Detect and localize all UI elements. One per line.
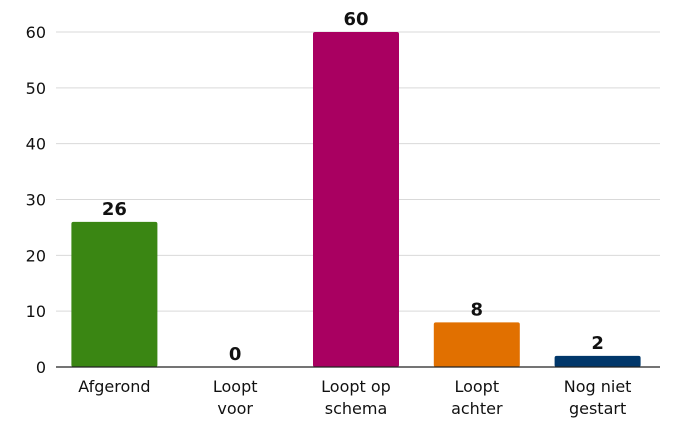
y-tick-label-10: 10 (26, 302, 46, 321)
data-label-3: 8 (471, 299, 484, 320)
category-label-1-line-1: voor (217, 399, 253, 418)
category-label-4-line-1: gestart (569, 399, 626, 418)
bar-0 (71, 221, 158, 367)
category-label-2-line-0: Loopt op (321, 377, 391, 396)
data-label-4: 2 (591, 333, 604, 354)
category-label-1-line-0: Loopt (213, 377, 258, 396)
category-label-2-line-1: schema (325, 399, 388, 418)
data-label-2: 60 (343, 9, 368, 30)
category-label-0-line-0: Afgerond (78, 377, 150, 396)
y-tick-label-40: 40 (26, 135, 46, 154)
y-tick-label-20: 20 (26, 246, 46, 265)
y-tick-label-60: 60 (26, 23, 46, 42)
category-label-4-line-0: Nog niet (564, 377, 632, 396)
category-label-3-line-1: achter (451, 399, 503, 418)
bar-2 (313, 32, 399, 367)
data-label-0: 26 (102, 199, 127, 220)
category-label-3-line-0: Loopt (454, 377, 499, 396)
bar-4 (554, 355, 641, 367)
y-tick-label-50: 50 (26, 79, 46, 98)
data-label-1: 0 (229, 344, 242, 365)
bar-3 (433, 322, 520, 367)
labels: 26 Afgerond 0 Loopt voor 60 Loopt op schema 8 Loo… (78, 9, 631, 418)
y-tick-label-0: 0 (36, 358, 46, 377)
bars (71, 32, 641, 367)
y-tick-label-30: 30 (26, 191, 46, 210)
